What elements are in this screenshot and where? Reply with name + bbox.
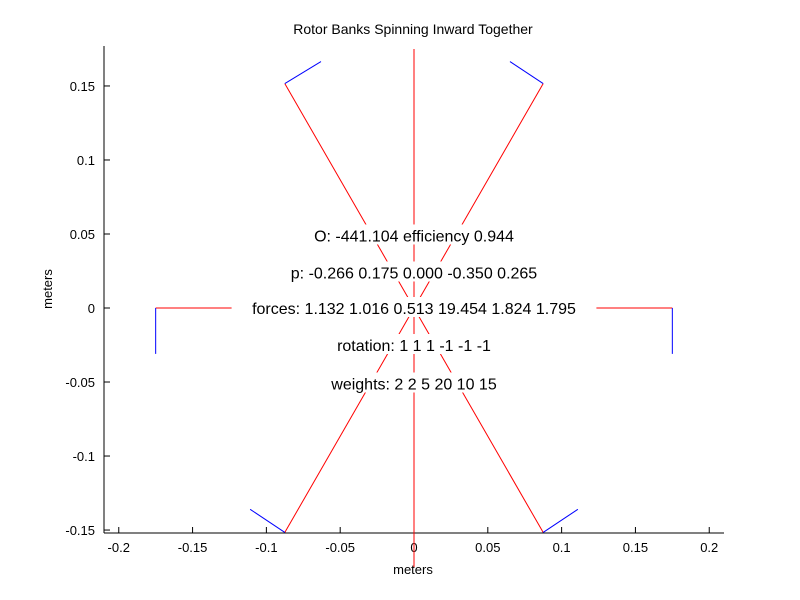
y-tick-label: -0.05 <box>65 375 95 390</box>
annotation-background <box>317 372 511 393</box>
annotation-background <box>272 261 556 282</box>
x-tick-label: -0.05 <box>325 540 355 555</box>
annotation-text: rotation: 1 1 1 -1 -1 -1 <box>337 338 491 355</box>
annotation-text: O: -441.104 efficiency 0.944 <box>314 228 514 245</box>
x-tick-label: -0.1 <box>255 540 277 555</box>
y-tick-label: 0.05 <box>70 227 95 242</box>
x-tick-label: 0.1 <box>553 540 571 555</box>
y-tick-label: 0.1 <box>77 153 95 168</box>
annotation-text: weights: 2 2 5 20 10 15 <box>330 376 497 393</box>
y-tick-label: 0.15 <box>70 79 95 94</box>
annotation-group: O: -441.104 efficiency 0.944 p: -0.266 0.… <box>231 224 597 393</box>
y-tick-label: -0.15 <box>65 523 95 538</box>
x-tick-label: -0.2 <box>108 540 130 555</box>
chart-title: Rotor Banks Spinning Inward Together <box>293 21 533 37</box>
x-axis-label: meters <box>393 562 433 577</box>
y-tick-label: -0.1 <box>73 449 95 464</box>
x-tick-label: -0.15 <box>178 540 208 555</box>
x-tick-label: 0.05 <box>475 540 500 555</box>
rotor-segment <box>249 508 286 533</box>
annotation-text: p: -0.266 0.175 0.000 -0.350 0.265 <box>291 265 538 282</box>
y-tick-label: 0 <box>88 301 95 316</box>
y-axis-label: meters <box>40 269 55 309</box>
rotor-segment <box>509 61 544 85</box>
annotation-background <box>231 297 597 318</box>
rotor-segment <box>284 61 322 85</box>
x-tick-label: 0.15 <box>623 540 648 555</box>
annotation-background <box>280 224 548 245</box>
annotation-background <box>313 334 515 355</box>
rotor-segment <box>542 508 579 533</box>
x-tick-label: 0.2 <box>700 540 718 555</box>
annotation-text: forces: 1.132 1.016 0.513 19.454 1.824 1… <box>252 301 576 318</box>
